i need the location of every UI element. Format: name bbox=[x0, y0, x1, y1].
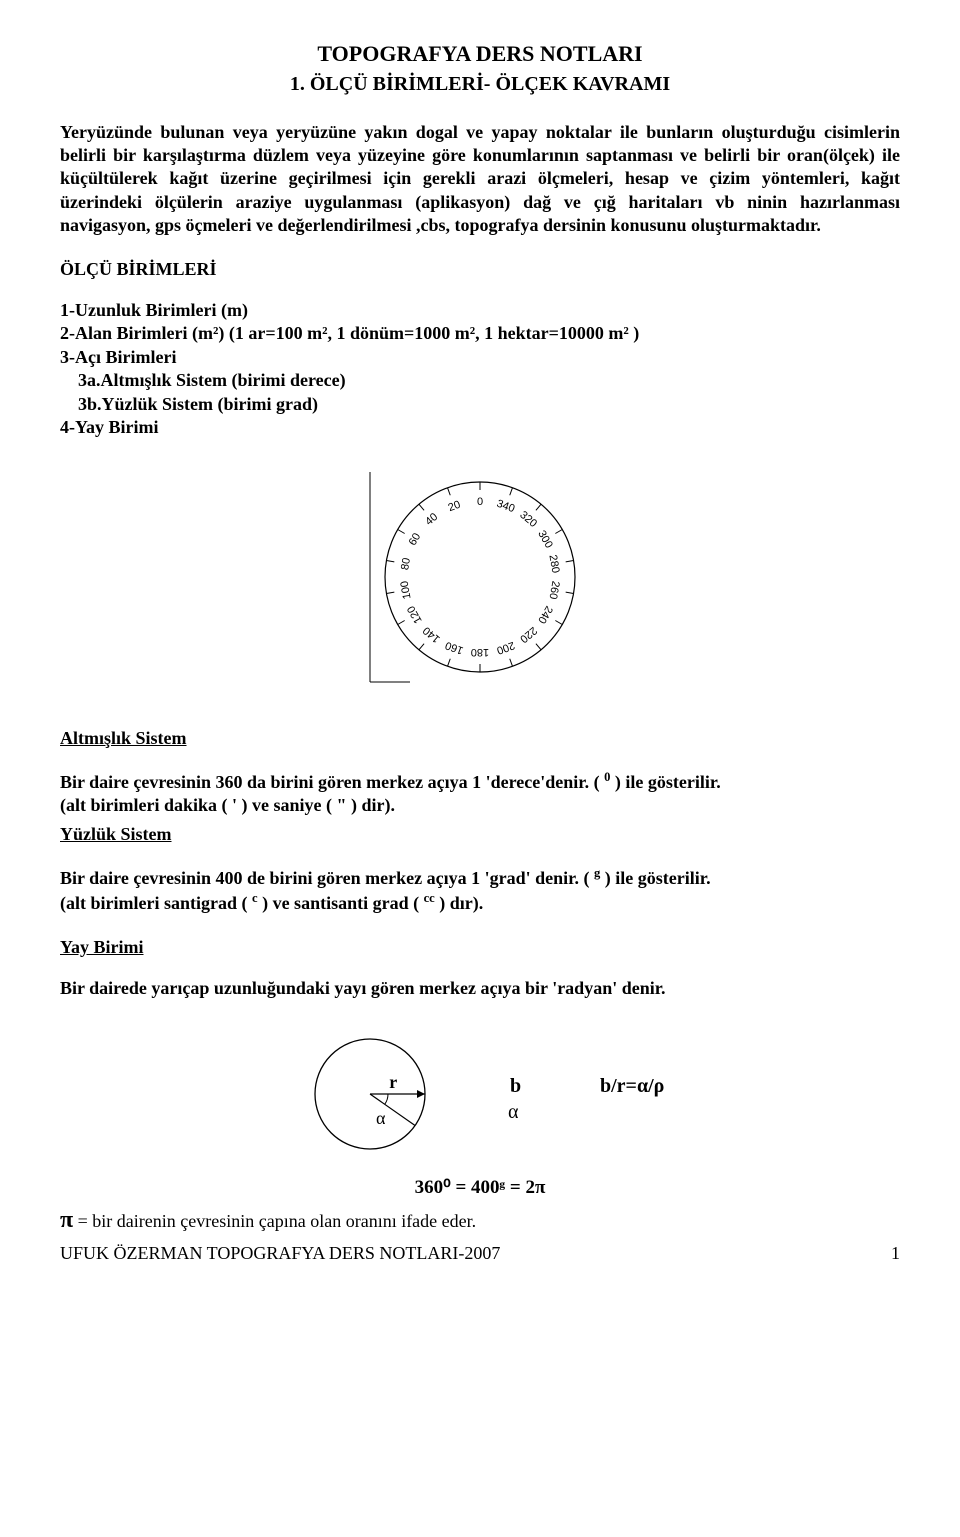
svg-text:r: r bbox=[389, 1072, 397, 1092]
list-item: 3-Açı Birimleri bbox=[60, 346, 900, 369]
svg-text:0: 0 bbox=[477, 496, 483, 508]
text-part: ) ve santisanti grad ( bbox=[258, 893, 424, 913]
svg-text:280: 280 bbox=[546, 554, 561, 574]
altmislik-text: Bir daire çevresinin 360 da birini gören… bbox=[60, 769, 900, 818]
svg-text:140: 140 bbox=[421, 624, 443, 645]
list-item: 3a.Altmışlık Sistem (birimi derece) bbox=[60, 369, 900, 392]
svg-text:b/r=α/ρ: b/r=α/ρ bbox=[600, 1075, 664, 1097]
svg-text:80: 80 bbox=[399, 557, 413, 571]
svg-text:240: 240 bbox=[535, 604, 555, 626]
text-part: ) ile gösterilir. bbox=[610, 772, 720, 792]
text-part: (alt birimleri santigrad ( bbox=[60, 893, 252, 913]
yuzluk-text: Bir daire çevresinin 400 de birini gören… bbox=[60, 865, 900, 916]
svg-text:60: 60 bbox=[407, 531, 424, 548]
pi-definition: π = bir dairenin çevresinin çapına olan … bbox=[60, 1205, 900, 1236]
text-part: (alt birimleri dakika ( ' ) ve saniye ( … bbox=[60, 795, 395, 815]
svg-text:α: α bbox=[376, 1108, 386, 1128]
radian-diagram: rαbαb/r=α/ρ bbox=[60, 1024, 900, 1164]
footer-left: UFUK ÖZERMAN TOPOGRAFYA DERS NOTLARI-200… bbox=[60, 1242, 500, 1265]
units-heading: ÖLÇÜ BİRİMLERİ bbox=[60, 258, 900, 281]
svg-text:b: b bbox=[510, 1075, 521, 1097]
svg-text:340: 340 bbox=[495, 498, 516, 516]
svg-text:100: 100 bbox=[399, 580, 414, 600]
text-part: ) ile gösterilir. bbox=[600, 868, 710, 888]
footer-page: 1 bbox=[891, 1242, 900, 1265]
list-item: 1-Uzunluk Birimleri (m) bbox=[60, 299, 900, 322]
intro-paragraph: Yeryüzünde bulunan veya yeryüzüne yakın … bbox=[60, 121, 900, 238]
pi-text: = bir dairenin çevresinin çapına olan or… bbox=[78, 1211, 477, 1231]
compass-diagram: 0 20 40 60 80 100 120140160 180 200220240 260 280 3… bbox=[60, 457, 900, 697]
yuzluk-heading: Yüzlük Sistem bbox=[60, 823, 900, 846]
doc-title: TOPOGRAFYA DERS NOTLARI bbox=[60, 40, 900, 69]
formula: 360⁰ = 400ᵍ = 2π bbox=[60, 1176, 900, 1201]
yay-text: Bir dairede yarıçap uzunluğundaki yayı g… bbox=[60, 977, 900, 1000]
svg-text:180: 180 bbox=[471, 646, 489, 658]
list-item: 3b.Yüzlük Sistem (birimi grad) bbox=[60, 393, 900, 416]
svg-text:120: 120 bbox=[405, 604, 425, 626]
doc-subtitle: 1. ÖLÇÜ BİRİMLERİ- ÖLÇEK KAVRAMI bbox=[60, 71, 900, 97]
list-item: 4-Yay Birimi bbox=[60, 416, 900, 439]
svg-text:α: α bbox=[508, 1101, 519, 1123]
svg-text:300: 300 bbox=[535, 529, 555, 551]
svg-text:320: 320 bbox=[517, 509, 539, 530]
svg-text:20: 20 bbox=[447, 499, 463, 514]
centicentigrad-symbol: cc bbox=[424, 891, 435, 905]
svg-text:200: 200 bbox=[495, 639, 516, 657]
page-footer: UFUK ÖZERMAN TOPOGRAFYA DERS NOTLARI-200… bbox=[60, 1242, 900, 1265]
text-part: ) dır). bbox=[435, 893, 484, 913]
altmislik-heading: Altmışlık Sistem bbox=[60, 727, 900, 750]
svg-text:220: 220 bbox=[517, 624, 539, 645]
list-item: 2-Alan Birimleri (m²) (1 ar=100 m², 1 dö… bbox=[60, 322, 900, 345]
svg-text:40: 40 bbox=[423, 511, 440, 528]
text-part: Bir daire çevresinin 400 de birini gören… bbox=[60, 868, 594, 888]
units-list: 1-Uzunluk Birimleri (m) 2-Alan Birimleri… bbox=[60, 299, 900, 439]
yay-heading: Yay Birimi bbox=[60, 936, 900, 959]
svg-text:260: 260 bbox=[546, 580, 561, 600]
pi-symbol: π bbox=[60, 1207, 73, 1233]
text-part: Bir daire çevresinin 360 da birini gören… bbox=[60, 772, 604, 792]
svg-text:160: 160 bbox=[444, 639, 465, 657]
